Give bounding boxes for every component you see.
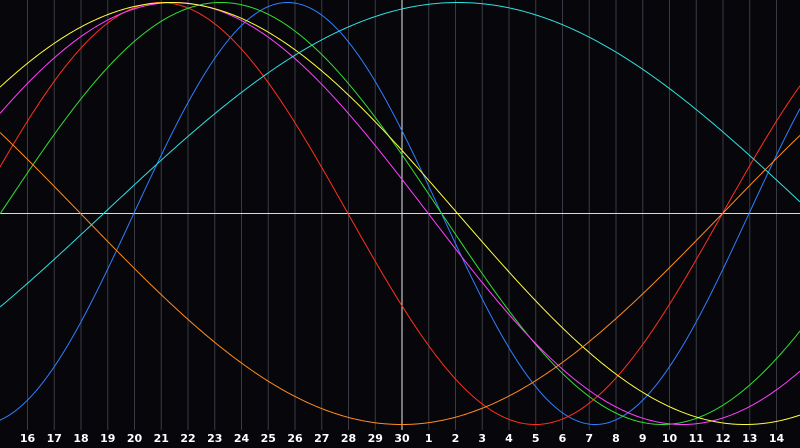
x-tick-label: 29 bbox=[368, 432, 383, 445]
x-tick-label: 1 bbox=[425, 432, 433, 445]
series-lines bbox=[0, 1, 800, 426]
x-tick-label: 24 bbox=[234, 432, 250, 445]
x-tick-label: 26 bbox=[287, 432, 303, 445]
x-tick-label: 10 bbox=[662, 432, 678, 445]
x-tick-labels: 16 17 18 19 20 21 22 23 24 25 26 27 28 29 30 1 2 3 4 5 6 7 8 9 1… bbox=[20, 432, 785, 445]
series-line bbox=[0, 1, 800, 426]
x-tick-label: 25 bbox=[261, 432, 276, 445]
x-tick-label: 13 bbox=[742, 432, 757, 445]
x-tick-label: 27 bbox=[314, 432, 329, 445]
x-tick-label: 16 bbox=[20, 432, 36, 445]
x-tick-label: 18 bbox=[73, 432, 88, 445]
x-tick-label: 6 bbox=[559, 432, 567, 445]
x-tick-label: 20 bbox=[127, 432, 143, 445]
x-tick-label: 2 bbox=[452, 432, 460, 445]
x-tick-label: 4 bbox=[505, 432, 513, 445]
series-line bbox=[0, 132, 800, 426]
series-line bbox=[0, 1, 800, 308]
x-tick-label: 30 bbox=[394, 432, 410, 445]
series-line bbox=[0, 2, 800, 426]
x-tick-label: 12 bbox=[715, 432, 730, 445]
x-tick-label: 19 bbox=[100, 432, 115, 445]
x-tick-label: 8 bbox=[612, 432, 620, 445]
x-tick-label: 5 bbox=[532, 432, 540, 445]
x-tick-label: 7 bbox=[585, 432, 593, 445]
x-tick-label: 11 bbox=[689, 432, 704, 445]
x-tick-label: 23 bbox=[207, 432, 222, 445]
x-tick-label: 28 bbox=[341, 432, 356, 445]
x-tick-label: 9 bbox=[639, 432, 647, 445]
x-tick-label: 17 bbox=[47, 432, 62, 445]
series-line bbox=[0, 1, 800, 425]
series-line bbox=[0, 1, 800, 426]
axes bbox=[0, 0, 800, 430]
x-tick-label: 14 bbox=[769, 432, 785, 445]
x-tick-label: 21 bbox=[154, 432, 169, 445]
series-line bbox=[0, 1, 800, 425]
x-tick-label: 22 bbox=[180, 432, 195, 445]
x-tick-label: 3 bbox=[478, 432, 486, 445]
